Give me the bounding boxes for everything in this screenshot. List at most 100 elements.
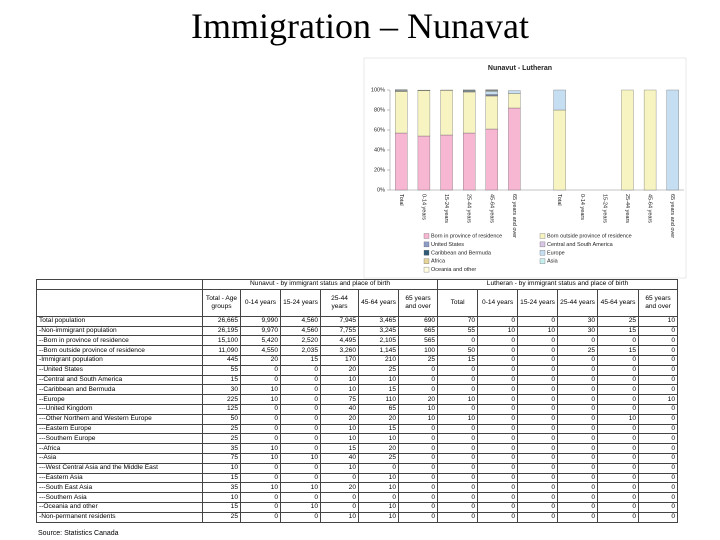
- bar-segment: [643, 89, 657, 191]
- cell: 15,100: [202, 335, 241, 347]
- cell: 0: [477, 345, 519, 356]
- cell: 0: [517, 413, 559, 425]
- bar-segment: [508, 90, 521, 94]
- cell: 20: [358, 443, 399, 454]
- legend-label: Caribbean and Bermuda: [431, 250, 492, 256]
- cell: 0: [638, 482, 678, 494]
- legend-swatch: [539, 233, 546, 239]
- cell: 0: [517, 443, 559, 454]
- cell: 0: [638, 433, 678, 445]
- cell: 0: [638, 511, 678, 523]
- cell: 0: [280, 443, 321, 454]
- bar-segment: [395, 132, 408, 191]
- cell: 0: [597, 462, 640, 474]
- cell: 0: [477, 354, 519, 366]
- cell: 9,990: [240, 315, 281, 327]
- cell: 0: [477, 364, 519, 376]
- cell: 15: [202, 501, 241, 513]
- bar-segment: [508, 93, 521, 109]
- cell: 0: [280, 511, 321, 523]
- cell: 0: [557, 423, 599, 435]
- cell: 0: [597, 433, 640, 445]
- cell: 15: [358, 384, 399, 396]
- cell: 10: [397, 413, 439, 425]
- table-row: ---Eastern Europe 25 0 0 10 15 0 0 0 0 0 0 0: [36, 423, 678, 435]
- cell: 100: [397, 345, 439, 356]
- cell: 0: [638, 452, 678, 464]
- cell: 0: [597, 335, 640, 347]
- cell: 0: [437, 403, 479, 415]
- row-label: --Born outside province of residence: [36, 345, 203, 356]
- group-header: Lutheran - by immigrant status and place…: [437, 279, 678, 290]
- cell: 0: [557, 354, 599, 366]
- cell: 40: [320, 452, 359, 464]
- cell: 0: [437, 462, 479, 474]
- y-tick-label: 100%: [371, 87, 385, 93]
- cell: 0: [557, 482, 599, 494]
- cell: 0: [638, 423, 678, 435]
- group-header: Nunavut - by immigrant status and place …: [201, 279, 439, 290]
- y-tick-label: 0%: [377, 187, 385, 193]
- column-header: 15-24 years: [280, 288, 321, 317]
- cell: 0: [477, 443, 519, 454]
- cell: 0: [397, 462, 439, 474]
- cell: 0: [557, 433, 599, 445]
- chart-title: Nunavut - Lutheran: [488, 65, 552, 72]
- cell: 10: [437, 394, 479, 405]
- cell: 0: [397, 511, 439, 523]
- cell: 35: [202, 482, 241, 494]
- cell: 0: [280, 374, 321, 386]
- cell: 0: [477, 492, 519, 503]
- cell: 0: [437, 452, 479, 464]
- cell: 0: [477, 501, 519, 513]
- chart-frame: [363, 57, 687, 279]
- x-tick-label: 0-14 years: [420, 194, 426, 220]
- table-row: --Asia 75 10 10 40 25 0 0 0 0 0 0 0: [36, 452, 678, 464]
- x-tick-label: 15-24 years: [443, 194, 449, 223]
- cell: 20: [320, 413, 359, 425]
- row-label: ---Eastern Asia: [36, 472, 203, 484]
- cell: 15: [202, 472, 241, 484]
- source-note: Source: Statistics Canada: [38, 530, 119, 537]
- cell: 0: [557, 364, 599, 376]
- cell: 25: [397, 354, 439, 366]
- cell: 0: [437, 384, 479, 396]
- cell: 50: [202, 413, 241, 425]
- legend-label: Africa: [431, 259, 446, 265]
- row-label: ---Southern Europe: [36, 433, 203, 445]
- cell: 0: [397, 492, 439, 503]
- cell: 25: [557, 345, 599, 356]
- row-label: --Africa: [36, 443, 203, 454]
- cell: 0: [597, 354, 640, 366]
- bar-segment: [395, 91, 408, 134]
- cell: 0: [320, 492, 359, 503]
- column-header: 25-44 years: [320, 288, 359, 317]
- cell: 10: [358, 472, 399, 484]
- cell: 0: [437, 511, 479, 523]
- cell: 210: [358, 354, 399, 366]
- cell: 10: [280, 482, 321, 494]
- table-row: ---Other Northern and Western Europe 50 0 0…: [36, 413, 678, 425]
- cell: 0: [638, 501, 678, 513]
- cell: 10: [240, 452, 281, 464]
- cell: 0: [280, 394, 321, 405]
- row-label: --Born in province of residence: [36, 335, 203, 347]
- column-header: 65 years and over: [397, 288, 439, 317]
- cell: 0: [437, 492, 479, 503]
- cell: 0: [437, 364, 479, 376]
- cell: 0: [557, 335, 599, 347]
- column-header: 65 years and over: [638, 288, 678, 317]
- cell: 0: [477, 462, 519, 474]
- legend-label: Oceania and other: [431, 267, 476, 273]
- cell: 40: [320, 403, 359, 415]
- cell: 0: [638, 462, 678, 474]
- cell: 0: [597, 501, 640, 513]
- cell: 4,560: [280, 325, 321, 337]
- cell: 0: [638, 374, 678, 386]
- cell: 0: [517, 511, 559, 523]
- bar-segment: [463, 89, 476, 91]
- row-label: --United States: [36, 364, 203, 376]
- cell: 0: [517, 433, 559, 445]
- cell: 0: [597, 394, 640, 405]
- cell: 0: [437, 335, 479, 347]
